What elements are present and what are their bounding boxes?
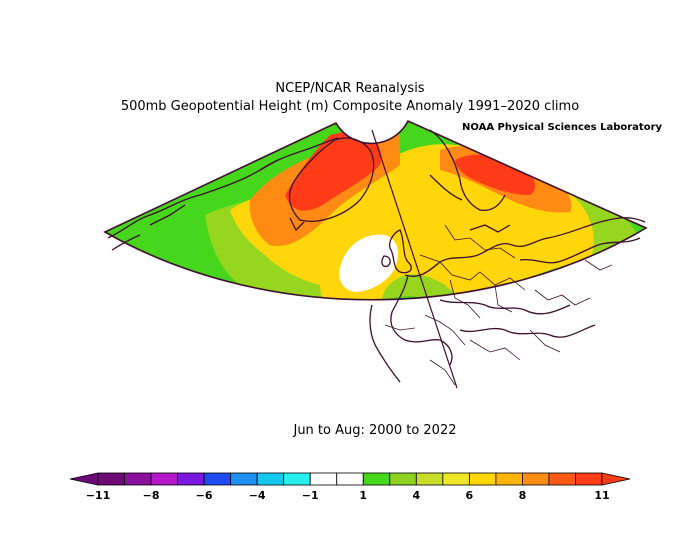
colorbar-tick-label: 11 [594,489,609,502]
anomaly-map [103,119,648,389]
colorbar-cell [256,472,285,486]
colorbar-tick-label: −4 [249,489,266,502]
colorbar-tick-label: −8 [143,489,160,502]
colorbar-cell [468,472,497,486]
colorbar-cell [203,472,232,486]
white-mid-atlantic [339,234,398,292]
colorbar-tick-label: 8 [519,489,527,502]
colorbar-tick-label: 1 [359,489,367,502]
colorbar-end-high [601,472,631,486]
meridian-line [371,129,458,389]
colorbar-cell [177,472,205,486]
colorbar-cell [150,472,178,486]
colorbar-cell [548,472,576,486]
colorbar-cell [362,472,391,486]
colorbar-tick-label: −11 [86,489,111,502]
colorbar-cell [230,472,258,486]
colorbar-cell [309,472,338,486]
colorbar-cell [442,472,470,486]
colorbar-tick-label: −1 [302,489,319,502]
colorbar-cell [124,472,152,486]
colorbar-end-low [69,472,99,486]
credit-label: NOAA Physical Sciences Laboratory [462,122,663,133]
colorbar-cell [283,472,311,486]
map-frame [103,119,648,301]
colorbar-cell [97,472,125,486]
colorbar-tick-label: 4 [412,489,420,502]
borders [384,224,613,386]
colorbar-cell [415,472,444,486]
map-title: NCEP/NCAR Reanalysis [275,81,425,96]
colorbar-cell [336,472,364,486]
colorbar-cell [495,472,523,486]
colorbar-tick-label: −6 [196,489,213,502]
colorbar-cell [522,472,550,486]
colorbar-cell [575,472,603,486]
colorbar-cell [389,472,417,486]
map-subtitle: 500mb Geopotential Height (m) Composite … [120,99,580,114]
colorbar-tick-label: 6 [466,489,474,502]
period-label: Jun to Aug: 2000 to 2022 [293,423,457,438]
deep-orange-greenland [285,128,382,211]
